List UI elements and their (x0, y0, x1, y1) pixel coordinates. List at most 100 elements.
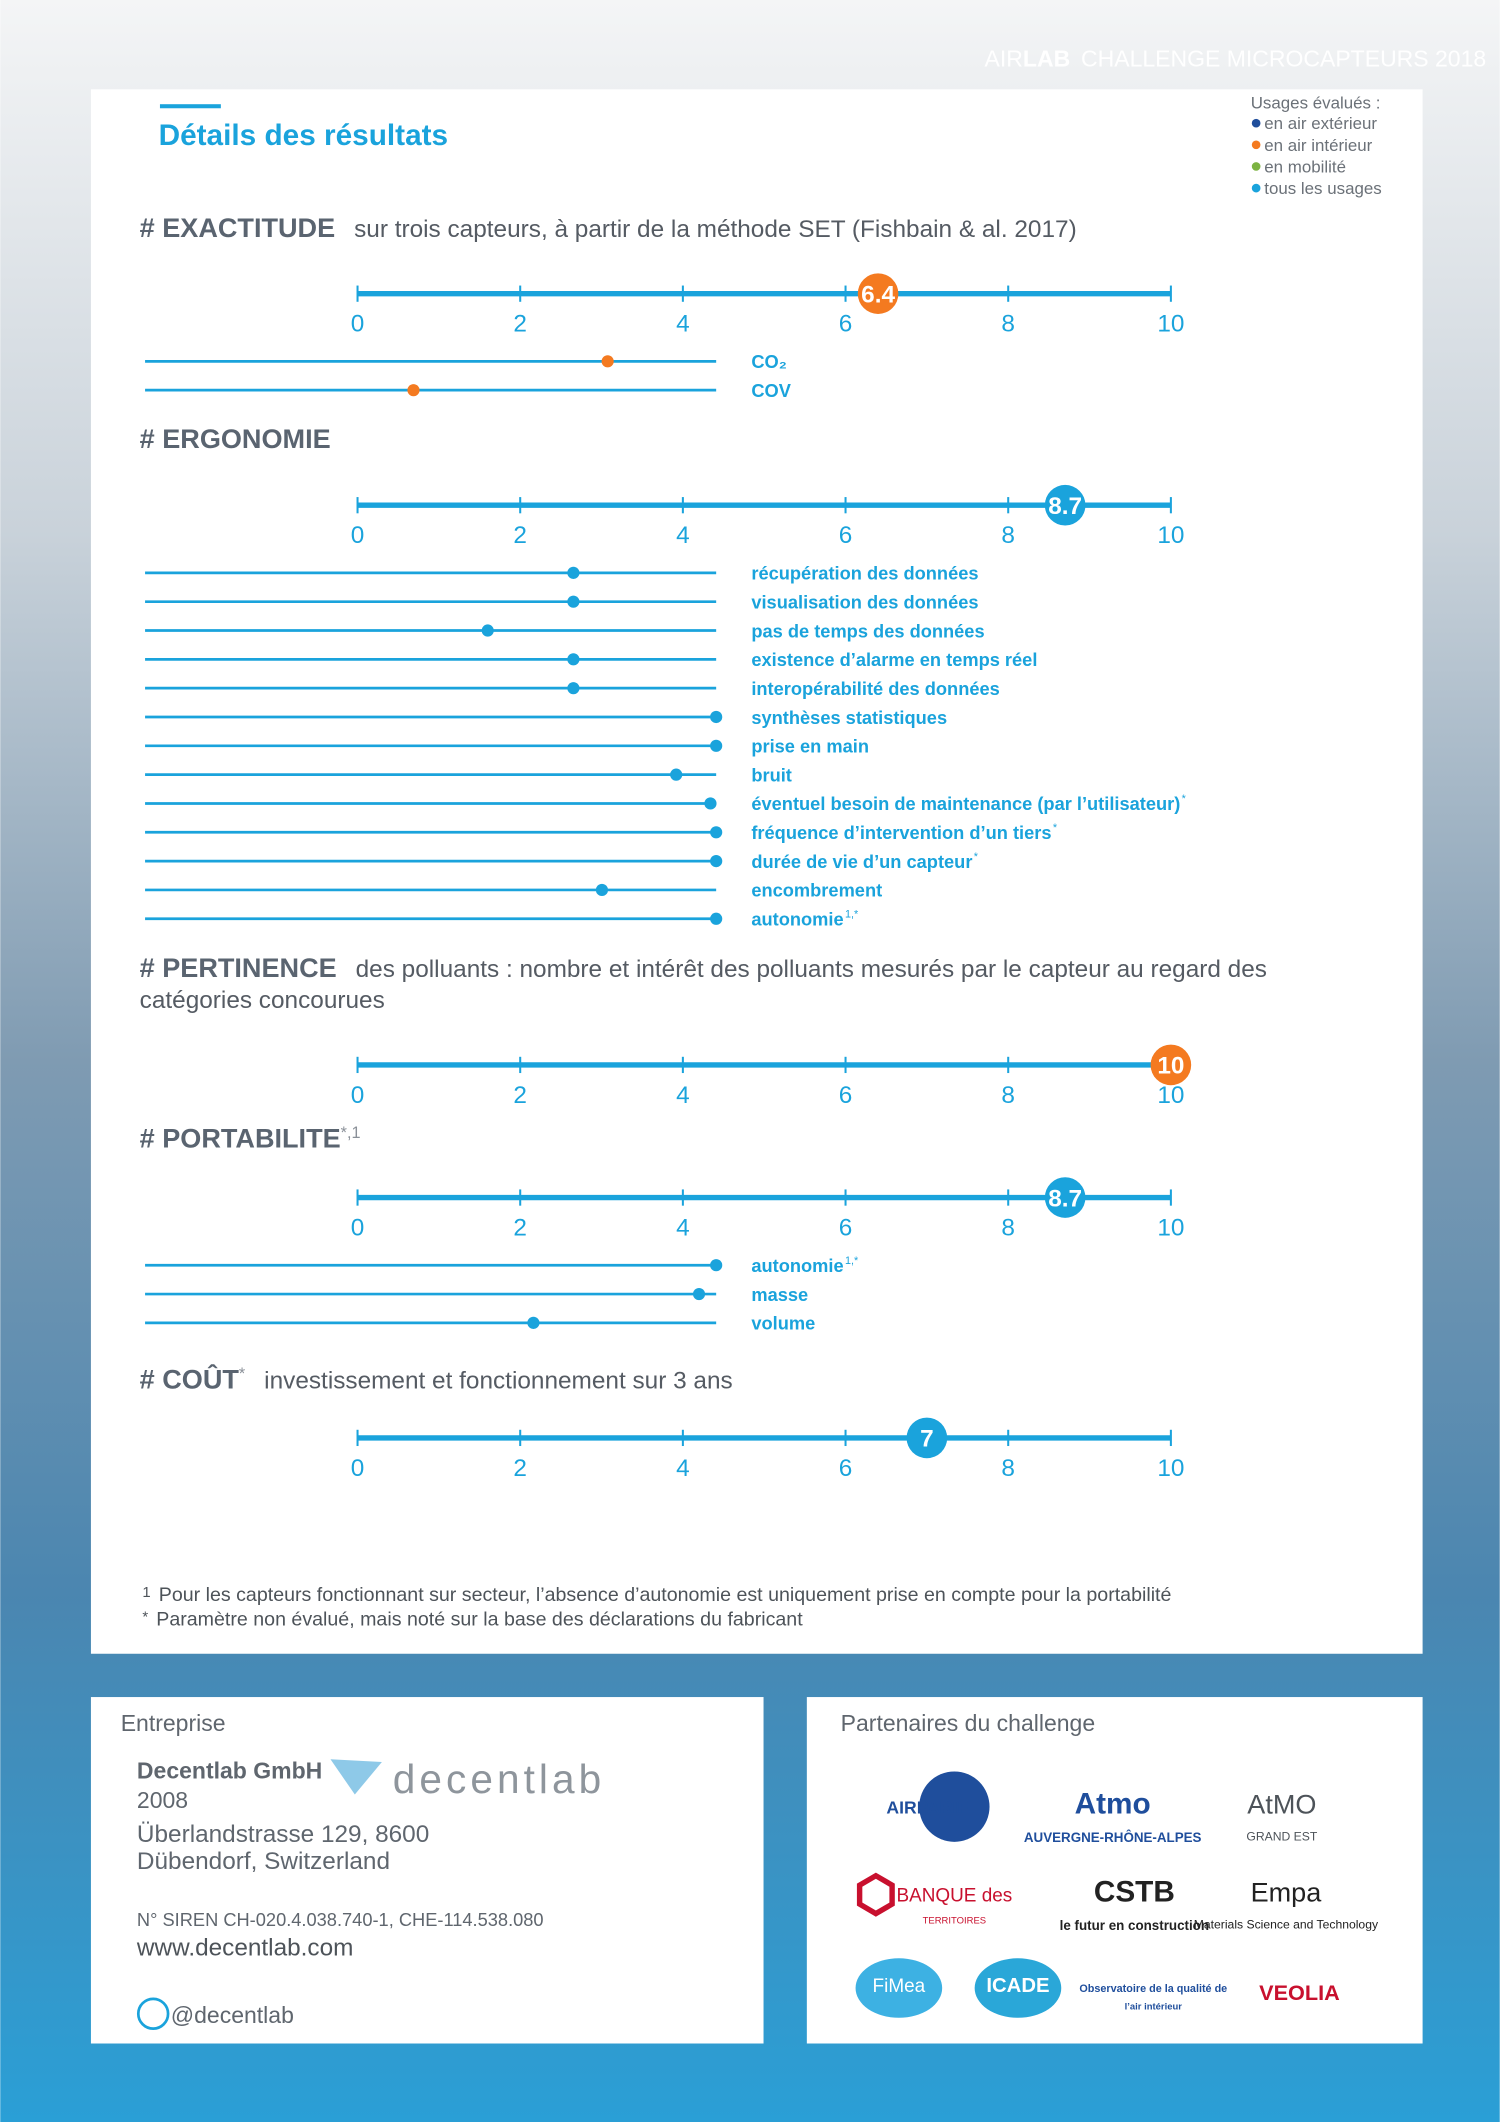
criterion-label: récupération des données (751, 563, 978, 584)
partner-logo-text: BANQUE des (896, 1885, 1012, 1906)
criterion-dot (710, 855, 723, 868)
criterion-label: fréquence d’intervention d’un tiers (751, 822, 1051, 843)
criterion-dot (567, 595, 580, 608)
criterion-text: fréquence d’intervention d’un tiers* (751, 822, 1058, 843)
criterion-text: pas de temps des données (751, 620, 984, 641)
section: # COÛT* investissement et fonctionnement … (140, 1358, 1331, 1482)
criterion-dot (692, 1287, 706, 1301)
brand-air: AIR (985, 45, 1023, 71)
criterion-text: masse (751, 1284, 808, 1305)
sections: # EXACTITUDE sur trois capteurs, à partir… (139, 213, 1331, 1482)
partner-logo-text: AUVERGNE-RHÔNE-ALPES (1024, 1830, 1202, 1845)
legend-dot (1251, 183, 1261, 193)
tick-label: 8 (1001, 1455, 1015, 1482)
tick-label: 4 (676, 311, 690, 338)
results-card (90, 89, 1423, 1654)
section-description: sur trois capteurs, à partir de la métho… (354, 215, 1077, 243)
legend: en air extérieur en air intérieur en mobil… (1251, 114, 1382, 198)
criterion-text: éventuel besoin de maintenance (par l’ut… (751, 793, 1186, 814)
criterion-dot (567, 682, 580, 695)
score-marker (906, 1417, 948, 1459)
criterion-label: autonomie (751, 909, 843, 930)
criterion-dot (710, 1259, 723, 1272)
score-label: 10 (1157, 1053, 1184, 1080)
criterion-label: interopérabilité des données (751, 678, 999, 699)
section-heading-box: # PERTINENCE des polluants : nombre et in… (139, 954, 1267, 1014)
criterion-dot (595, 883, 609, 897)
criterion-note: * (1053, 822, 1058, 834)
criterion-text: autonomie1,* (751, 908, 859, 929)
criterion-note: 1,* (845, 1255, 859, 1267)
criterion-text: autonomie1,* (751, 1255, 859, 1276)
company-twitter: @decentlab (171, 2002, 294, 2028)
partner-logo-text: VEOLIA (1259, 1980, 1340, 2005)
footnote-text: Pour les capteurs fonctionnant sur secte… (159, 1584, 1172, 1606)
partner-logo-text: AtMO (1247, 1789, 1316, 1819)
criterion-label: COV (751, 380, 791, 401)
tick-label: 4 (676, 1082, 690, 1109)
criterion-label: existence d’alarme en temps réel (751, 649, 1037, 670)
tick-label: 2 (513, 1214, 527, 1241)
tick-label: 6 (839, 311, 853, 338)
header: AIRLAB CHALLENGE MICROCAPTEURS 2018 (985, 45, 1487, 71)
partner-logo-text: FiMea (873, 1976, 926, 1997)
section: # PORTABILITE*,1 0 2 4 6 8 10 8.7 autonomie1,* ma… (140, 1118, 1331, 1334)
tick-label: 0 (351, 1082, 365, 1109)
criterion-text: visualisation des données (751, 591, 978, 612)
section-heading-box: # COÛT* investissement et fonctionnement … (140, 1358, 1331, 1396)
score-label: 7 (920, 1426, 934, 1453)
partner-logo-text: AIRPARIF (886, 1797, 968, 1817)
criterion-dot (601, 355, 614, 368)
tick-label: 2 (513, 1455, 527, 1482)
criterion-dot (567, 653, 580, 666)
criterion-dot (710, 739, 723, 752)
criterion-text: synthèses statistiques (751, 707, 947, 728)
criterion-label: masse (751, 1284, 808, 1305)
section-heading: # COÛT* investissement et fonctionnement … (140, 1358, 1331, 1396)
tick-label: 10 (1157, 1455, 1184, 1482)
criterion-dot (710, 912, 723, 925)
company-heading: Entreprise (121, 1710, 226, 1736)
criterion-text: bruit (751, 764, 792, 785)
legend-dot (1251, 118, 1261, 128)
partner-logo-text: Observatoire de la qualité de (1079, 1983, 1227, 1995)
legend-label: tous les usages (1264, 179, 1381, 198)
criterion-note: 1,* (845, 908, 859, 920)
section-description: des polluants : nombre et intérêt des po… (139, 955, 1267, 1014)
criterion-text: encombrement (751, 880, 882, 901)
section-title: # COÛT (139, 1364, 239, 1395)
criterion-text: volume (751, 1313, 815, 1334)
criterion-label: durée de vie d’un capteur (751, 851, 972, 872)
score-marker (857, 273, 899, 314)
brand-lab: LAB (1023, 45, 1070, 71)
legend-label: en air extérieur (1264, 114, 1377, 133)
score-label: 8.7 (1048, 493, 1082, 520)
criterion-dot (481, 624, 494, 637)
footnotes: 1 Pour les capteurs fonctionnant sur sect… (142, 1584, 1171, 1630)
company-logo: decentlab (393, 1756, 606, 1802)
partner-logo-text: Empa (1251, 1877, 1323, 1907)
tick-label: 8 (1001, 1082, 1015, 1109)
section-heading-box: # EXACTITUDE sur trois capteurs, à partir… (139, 213, 1077, 244)
criterion-text: prise en main (751, 736, 869, 757)
tick-label: 8 (1001, 522, 1015, 549)
tick-label: 10 (1157, 1082, 1184, 1109)
footnote-text: Paramètre non évalué, mais noté sur la b… (156, 1608, 803, 1630)
tick-label: 2 (513, 311, 527, 338)
company-address: Dübendorf, Switzerland (137, 1848, 390, 1875)
criterion-text: durée de vie d’un capteur* (751, 851, 978, 872)
section-heading: # PORTABILITE*,1 (140, 1118, 1331, 1156)
tick-label: 0 (351, 311, 365, 338)
criterion-dot (710, 710, 723, 724)
partners: Partenaires du challenge AIRPARIF Atmo AUVE… (841, 1710, 1379, 2018)
company-year: 2008 (137, 1787, 188, 1813)
tick-label: 10 (1157, 311, 1184, 338)
section-title: # EXACTITUDE (139, 213, 336, 244)
company-card (90, 1697, 764, 2044)
score-label: 6.4 (861, 281, 895, 308)
partner-logo-text: ICADE (986, 1975, 1049, 1997)
header-title: CHALLENGE MICROCAPTEURS 2018 (1081, 45, 1486, 71)
criterion-label: volume (751, 1313, 815, 1334)
